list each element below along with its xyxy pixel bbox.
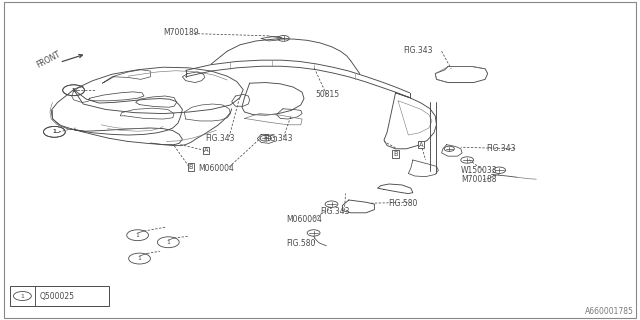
Text: A: A	[204, 148, 209, 153]
Text: FIG.343: FIG.343	[205, 134, 234, 143]
Bar	[10, 286, 109, 306]
Text: 50815: 50815	[315, 90, 339, 99]
Text: FIG.580: FIG.580	[388, 199, 417, 208]
Text: W150033: W150033	[461, 166, 497, 175]
Text: 1: 1	[72, 88, 76, 93]
Text: 1: 1	[136, 233, 140, 238]
Text: M700189: M700189	[163, 28, 199, 37]
Text: 1: 1	[52, 129, 56, 134]
Text: M060004: M060004	[198, 164, 234, 173]
Text: FIG.580: FIG.580	[287, 239, 316, 248]
Text: M700188: M700188	[461, 175, 496, 184]
Text: B: B	[188, 164, 193, 170]
Text: 1: 1	[72, 88, 76, 93]
Text: FIG.343: FIG.343	[486, 144, 516, 153]
Text: FIG.343: FIG.343	[320, 207, 349, 216]
Text: FIG.343: FIG.343	[403, 46, 433, 55]
Text: FIG.343: FIG.343	[264, 134, 293, 143]
Text: 1: 1	[20, 293, 24, 299]
Text: 1: 1	[138, 256, 141, 261]
Text: FRONT: FRONT	[35, 49, 61, 69]
Text: A: A	[419, 142, 424, 148]
Text: A660001785: A660001785	[585, 308, 634, 316]
Text: 1: 1	[52, 129, 56, 134]
Text: M060004: M060004	[287, 215, 323, 224]
Text: 1: 1	[166, 240, 170, 245]
Text: Q500025: Q500025	[40, 292, 75, 300]
Text: B: B	[393, 151, 398, 157]
